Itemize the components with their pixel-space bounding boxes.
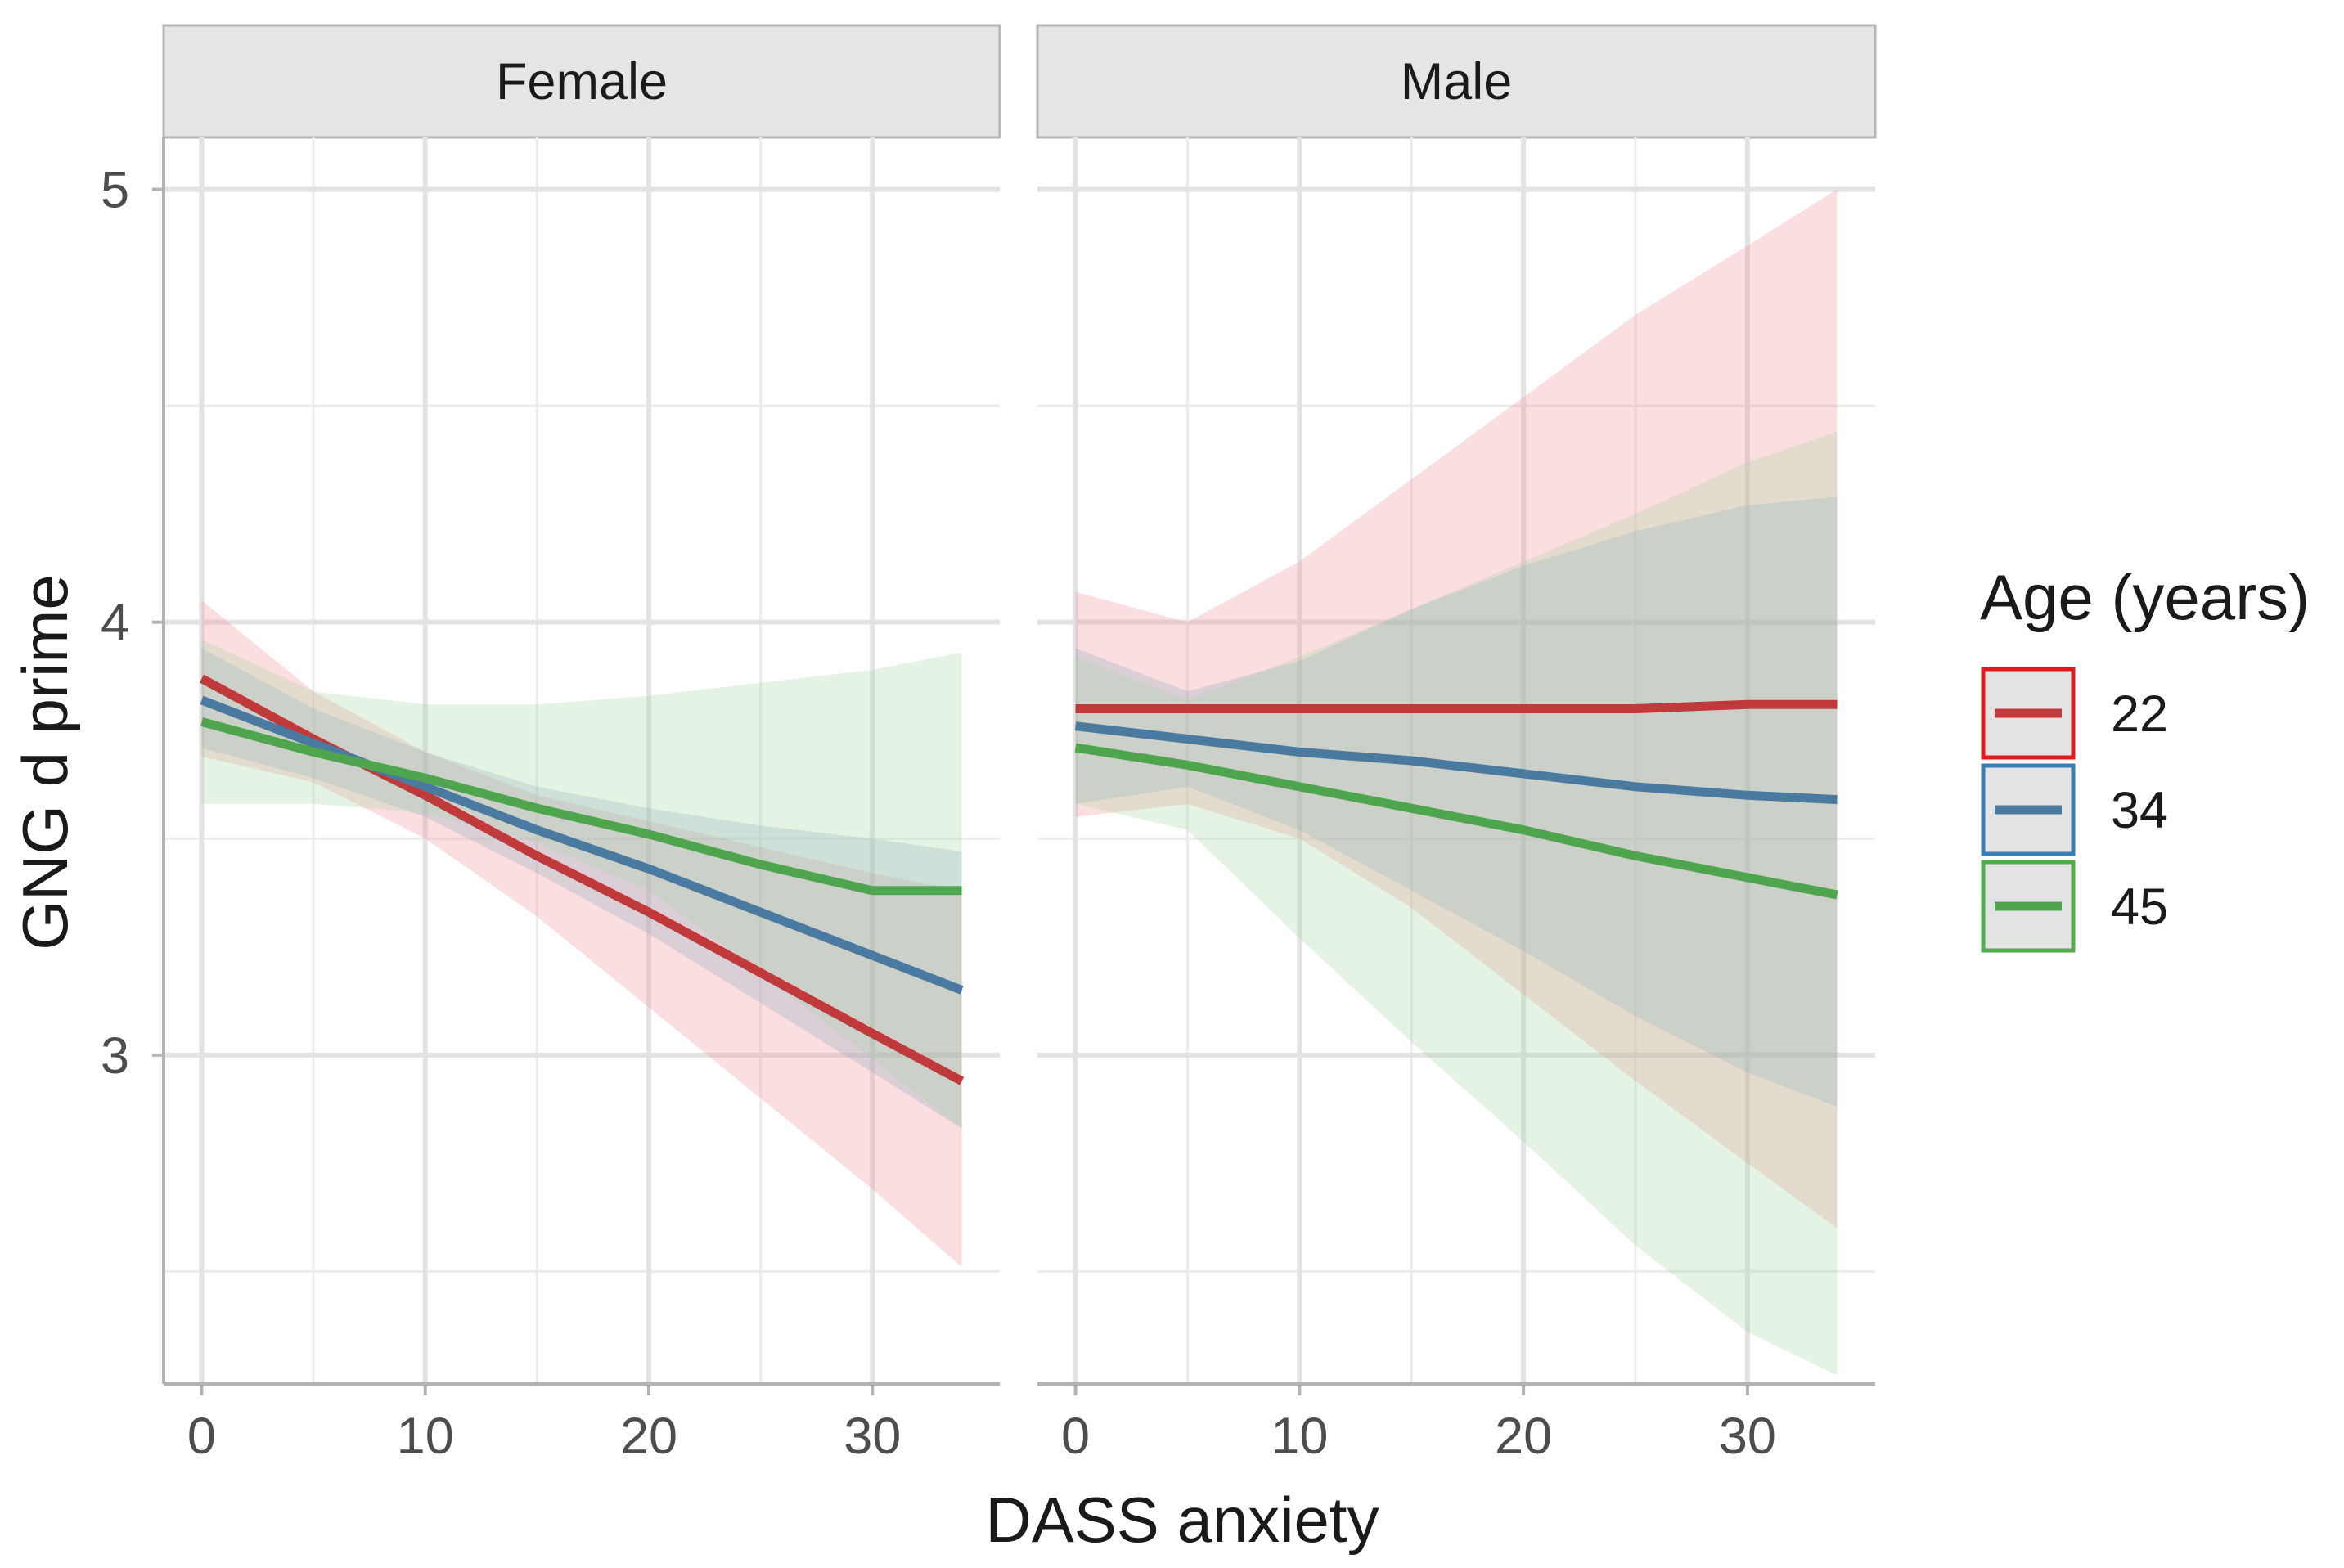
x-tick-label: 20 bbox=[620, 1408, 677, 1465]
fit-line-male-22 bbox=[1075, 699, 1838, 713]
x-tick-labels-male: 0 10 20 30 bbox=[1061, 1408, 1776, 1465]
axes-female bbox=[152, 137, 1000, 1395]
ci-band-male-34 bbox=[1075, 496, 1838, 1107]
legend: Age (years) 22 34 45 bbox=[1980, 561, 2310, 953]
y-tick-label: 3 bbox=[101, 1027, 129, 1085]
strip-male-background bbox=[1036, 24, 1877, 139]
y-tick-labels: 3 4 5 bbox=[101, 162, 129, 1085]
x-tick-labels-female: 0 10 20 30 bbox=[187, 1408, 901, 1465]
x-tick-label: 30 bbox=[1719, 1408, 1776, 1465]
legend-item-45: 45 bbox=[1981, 860, 2168, 953]
fit-line-male-34 bbox=[1074, 721, 1838, 805]
legend-label-22: 22 bbox=[2111, 685, 2168, 743]
fit-line-male-45 bbox=[1074, 743, 1838, 900]
x-tick-label: 0 bbox=[187, 1408, 216, 1465]
gridlines-male bbox=[1037, 137, 1875, 1384]
x-tick-label: 30 bbox=[844, 1408, 901, 1465]
fit-line-female-45 bbox=[200, 717, 962, 896]
y-axis-title: GNG d prime bbox=[9, 574, 81, 950]
gridlines-female bbox=[164, 137, 1000, 1384]
legend-label-45: 45 bbox=[2111, 878, 2168, 936]
axes-male bbox=[1037, 1382, 1875, 1395]
strip-label-female: Female bbox=[496, 53, 668, 110]
legend-item-22: 22 bbox=[1981, 667, 2168, 760]
legend-label-34: 34 bbox=[2111, 782, 2168, 839]
fit-line-female-34 bbox=[200, 695, 964, 995]
x-tick-label: 20 bbox=[1495, 1408, 1552, 1465]
strip-label-male: Male bbox=[1401, 53, 1513, 110]
fit-lines-male bbox=[1074, 699, 1838, 900]
panel-female: Female 0 10 20 30 bbox=[152, 24, 1001, 1465]
x-tick-label: 10 bbox=[1271, 1408, 1328, 1465]
x-axis-title: DASS anxiety bbox=[985, 1484, 1379, 1556]
legend-item-34: 34 bbox=[1981, 763, 2168, 856]
y-tick-label: 4 bbox=[101, 595, 129, 652]
ci-band-male-45 bbox=[1075, 431, 1838, 1376]
fit-lines-female bbox=[199, 674, 965, 1085]
legend-title: Age (years) bbox=[1980, 561, 2310, 633]
ci-band-female-45 bbox=[201, 639, 962, 1129]
panel-male: Male 0 10 20 30 bbox=[1036, 24, 1877, 1465]
strip-female-background bbox=[162, 24, 1001, 139]
y-tick-label: 5 bbox=[101, 162, 129, 219]
x-tick-label: 0 bbox=[1061, 1408, 1090, 1465]
legend-entries: 22 34 45 bbox=[1981, 667, 2168, 953]
x-tick-label: 10 bbox=[397, 1408, 454, 1465]
